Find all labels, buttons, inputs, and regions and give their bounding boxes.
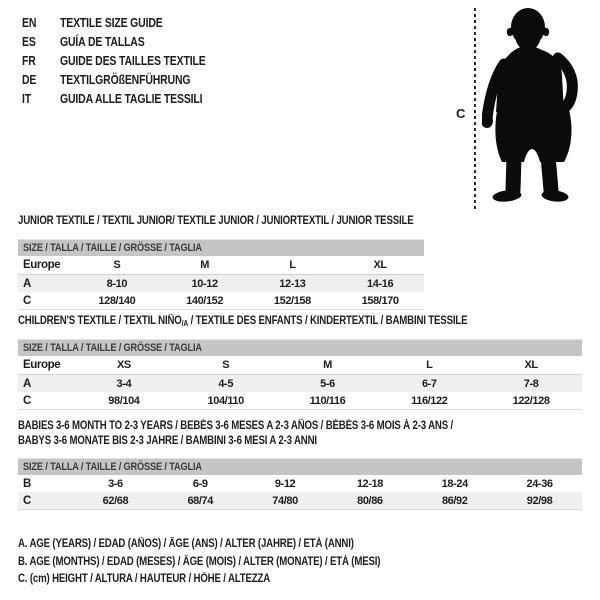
age-cell: 4-5: [218, 377, 234, 390]
age-cell: 18-24: [441, 477, 469, 490]
row-label: A: [23, 377, 31, 390]
babies-size-table: SIZE / TALLA / TAILLE / GRÖSSE / TAGLIA …: [18, 458, 582, 510]
junior-size-table: SIZE / TALLA / TAILLE / GRÖSSE / TAGLIA …: [18, 239, 424, 310]
lang-title: TEXTILGRÖßENFÜHRUNG: [60, 72, 191, 87]
height-cell: 74/80: [272, 494, 298, 507]
age-cell: 9-12: [274, 477, 296, 490]
language-header: EN TEXTILE SIZE GUIDE ES GUÍA DE TALLAS …: [22, 13, 233, 108]
height-cell: 128/140: [98, 294, 136, 307]
baby-silhouette-icon: [482, 8, 578, 202]
table-row: Europe XS S M L XL: [18, 356, 582, 375]
table-row: C 62/68 68/74 74/80 80/86 86/92 92/98: [18, 492, 582, 509]
subscript-text: /A: [181, 319, 189, 328]
lang-code: DE: [22, 72, 37, 87]
height-measure-label: C: [456, 106, 466, 121]
height-cell: 98/104: [108, 394, 140, 407]
size-cell: L: [378, 356, 481, 375]
legend-footnotes: A. AGE (YEARS) / EDAD (AÑOS) / ÂGE (ANS)…: [18, 536, 449, 589]
height-cell: 92/98: [526, 494, 553, 507]
lang-title: GUIDE DES TAILLES TEXTILE: [60, 53, 206, 68]
size-header-bar: SIZE / TALLA / TAILLE / GRÖSSE / TAGLIA: [18, 459, 582, 475]
height-cell: 122/128: [512, 394, 550, 407]
lang-row-es: ES GUÍA DE TALLAS: [22, 32, 233, 51]
size-cell: M: [276, 356, 379, 375]
height-cell: 152/158: [273, 294, 311, 307]
row-label: Europe: [18, 256, 73, 275]
lang-code: ES: [22, 34, 36, 49]
babies-section-title: BABIES 3-6 MONTH TO 2-3 YEARS / BEBÉS 3-…: [18, 420, 454, 447]
footnote-height-cm: C. (cm) HEIGHT / ALTURA / HAUTEUR / HÖHE…: [18, 573, 271, 585]
age-cell: 5-6: [320, 377, 335, 390]
junior-section-title: JUNIOR TEXTILE / TEXTIL JUNIOR/ TEXTILE …: [18, 215, 414, 227]
row-label: C: [23, 494, 31, 507]
height-cell: 62/68: [102, 494, 129, 507]
row-label: Europe: [18, 356, 73, 375]
lang-code: EN: [22, 15, 37, 30]
lang-title: GUÍA DE TALLAS: [60, 34, 145, 49]
row-label: C: [23, 394, 31, 407]
table-row: A 3-4 4-5 5-6 6-7 7-8: [18, 374, 582, 392]
size-header-bar: SIZE / TALLA / TAILLE / GRÖSSE / TAGLIA: [18, 340, 582, 356]
age-cell: 3-4: [116, 377, 132, 390]
height-cell: 140/152: [186, 294, 224, 307]
size-cell: S: [174, 356, 277, 375]
children-size-table: SIZE / TALLA / TAILLE / GRÖSSE / TAGLIA …: [18, 339, 582, 410]
size-cell: S: [73, 256, 161, 275]
size-cell: XS: [73, 356, 175, 375]
height-cell: 110/116: [309, 394, 346, 407]
age-cell: 6-7: [421, 377, 437, 390]
height-dashed-line: [474, 8, 476, 210]
lang-row-de: DE TEXTILGRÖßENFÜHRUNG: [22, 70, 233, 89]
lang-title: GUIDA ALLE TAGLIE TESSILI: [60, 91, 203, 106]
lang-row-fr: FR GUIDE DES TAILLES TEXTILE: [22, 51, 233, 70]
size-header-bar: SIZE / TALLA / TAILLE / GRÖSSE / TAGLIA: [18, 240, 424, 256]
age-cell: 12-13: [279, 277, 306, 290]
table-row: Europe S M L XL: [18, 256, 424, 275]
children-section-title: CHILDREN'S TEXTILE / TEXTIL NIÑO/A / TEX…: [18, 315, 468, 328]
lang-row-it: IT GUIDA ALLE TAGLIE TESSILI: [22, 89, 233, 108]
age-cell: 8-10: [106, 277, 128, 290]
lang-row-en: EN TEXTILE SIZE GUIDE: [22, 13, 233, 32]
height-cell: 68/74: [187, 494, 213, 507]
lang-code: FR: [22, 53, 36, 68]
age-cell: 24-36: [526, 477, 554, 490]
age-cell: 6-9: [192, 477, 208, 490]
size-cell: M: [160, 256, 249, 275]
age-cell: 3-6: [108, 477, 123, 490]
table-row: C 128/140 140/152 152/158 158/170: [18, 292, 424, 309]
size-cell: XL: [336, 256, 424, 275]
table-row: C 98/104 104/110 110/116 116/122 122/128: [18, 392, 582, 409]
size-cell: L: [248, 256, 337, 275]
footnote-age-years: A. AGE (YEARS) / EDAD (AÑOS) / ÂGE (ANS)…: [18, 538, 354, 550]
table-row: B 3-6 6-9 9-12 12-18 18-24 24-36: [18, 475, 582, 492]
age-cell: 14-16: [367, 277, 394, 290]
height-cell: 104/110: [207, 394, 245, 407]
height-cell: 86/92: [441, 494, 468, 507]
table-row: A 8-10 10-12 12-13 14-16: [18, 274, 424, 292]
height-cell: 158/170: [361, 294, 399, 307]
row-label: A: [23, 277, 31, 290]
age-cell: 12-18: [356, 477, 384, 490]
height-cell: 80/86: [357, 494, 383, 507]
height-cell: 116/122: [411, 394, 448, 407]
footnote-age-months: B. AGE (MONTHS) / EDAD (MESES) / ÂGE (MO…: [18, 555, 381, 568]
size-cell: XL: [480, 356, 582, 375]
row-label: C: [23, 294, 31, 307]
lang-code: IT: [22, 91, 32, 106]
row-label: B: [23, 477, 31, 490]
lang-title: TEXTILE SIZE GUIDE: [60, 15, 163, 30]
age-cell: 7-8: [523, 377, 539, 390]
age-cell: 10-12: [191, 277, 219, 290]
